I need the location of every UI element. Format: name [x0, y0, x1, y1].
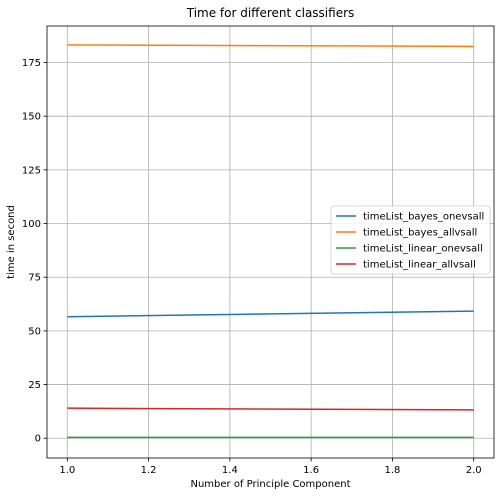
- x-axis-label: Number of Principle Component: [190, 479, 350, 490]
- y-tick-label: 150: [22, 112, 41, 123]
- y-tick-label: 125: [22, 165, 41, 176]
- plot-area: 1.0 1.2 1.4 1.6 1.8 2.0 0 25 50 75 100 125 150 175 tim…: [22, 25, 495, 476]
- x-tick-label: 2.0: [466, 465, 482, 476]
- axes-frame: [46, 25, 495, 459]
- x-tick-label: 1.8: [384, 465, 400, 476]
- legend-entry: timeList_bayes_onevsall: [363, 212, 484, 223]
- series-line-1: [67, 44, 474, 48]
- y-tick-label: 25: [28, 380, 41, 391]
- legend-box: [330, 205, 491, 275]
- legend-entry: timeList_linear_allvsall: [363, 260, 476, 271]
- legend-entry: timeList_linear_onevsall: [363, 244, 483, 255]
- y-axis-label: time in second: [6, 205, 17, 279]
- x-tick-label: 1.2: [141, 465, 157, 476]
- y-tick-label: 50: [28, 326, 41, 337]
- series-line-0: [67, 310, 474, 318]
- y-tick-label: 0: [35, 434, 41, 445]
- x-tick-label: 1.4: [222, 465, 238, 476]
- legend-entry: timeList_bayes_allvsall: [363, 228, 477, 239]
- y-tick-label: 100: [22, 219, 41, 230]
- x-tick-label: 1.6: [303, 465, 319, 476]
- series-line-3: [67, 407, 474, 411]
- y-tick-label: 175: [22, 58, 41, 69]
- y-tick-label: 75: [28, 273, 41, 284]
- chart-title: Time for different classifiers: [186, 6, 355, 20]
- x-tick-label: 1.0: [59, 465, 75, 476]
